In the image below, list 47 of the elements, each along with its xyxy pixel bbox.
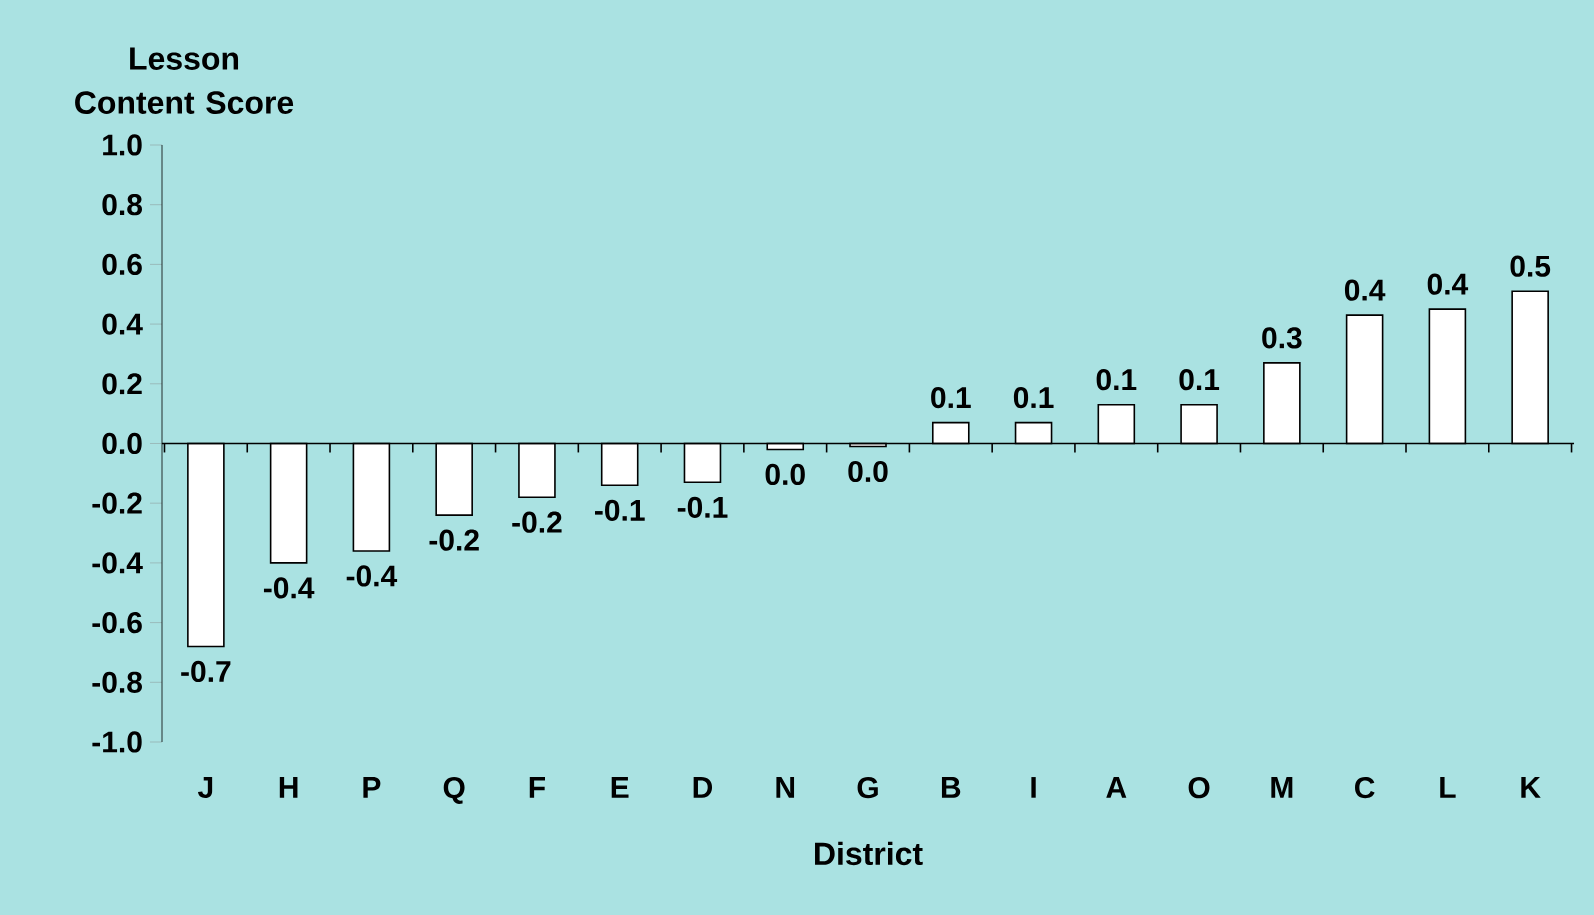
data-label: -0.2 <box>429 529 479 551</box>
x-tick-label: L <box>1440 777 1456 798</box>
x-tick-label: E <box>611 777 629 798</box>
data-label: 0.1 <box>1179 369 1220 391</box>
data-label: 0.1 <box>931 386 971 409</box>
x-tick-label: G <box>857 777 878 799</box>
data-label: 0.0 <box>765 463 805 486</box>
y-axis-title: Lesson Content Score <box>75 47 294 114</box>
x-tick-label: C <box>1355 777 1375 799</box>
y-tick-label: 0.0 <box>102 432 142 455</box>
data-label: -0.2 <box>512 511 562 533</box>
x-tick-label: I <box>1031 777 1036 798</box>
y-tick-label: 0.8 <box>102 194 142 216</box>
x-tick-label: D <box>693 777 713 798</box>
data-label: -0.1 <box>677 496 728 518</box>
data-label: -0.4 <box>263 577 315 599</box>
x-tick-label: F <box>529 777 545 798</box>
y-tick-label: 0.6 <box>102 253 142 276</box>
y-tick-label: 0.4 <box>102 313 143 335</box>
y-tick-label: -0.8 <box>92 671 142 693</box>
x-tick-label: Q <box>443 777 465 804</box>
x-tick-label: H <box>279 777 298 798</box>
data-label: -0.4 <box>346 565 398 587</box>
data-label: 0.4 <box>1344 279 1386 301</box>
data-label: 0.3 <box>1262 327 1302 349</box>
x-tick-label: N <box>776 777 795 798</box>
x-tick-label: M <box>1271 777 1293 798</box>
x-tick-label: P <box>363 777 381 798</box>
x-tick-label: O <box>1188 777 1210 799</box>
y-tick-label: 0.2 <box>102 373 142 395</box>
data-label: 0.5 <box>1510 255 1551 277</box>
x-tick-label: B <box>941 777 961 798</box>
x-tick-label: A <box>1106 777 1127 798</box>
y-tick-label: -0.2 <box>92 492 142 514</box>
data-label: -0.7 <box>181 660 231 683</box>
data-label: 0.1 <box>1096 369 1137 391</box>
y-tick-label: -0.4 <box>92 552 143 574</box>
data-label: 0.0 <box>848 460 888 483</box>
y-tick-label: 1.0 <box>103 134 142 156</box>
y-tick-label: -0.6 <box>92 611 142 634</box>
data-label: -0.1 <box>595 499 645 521</box>
data-label: 0.4 <box>1427 273 1469 295</box>
data-label: 0.1 <box>1013 386 1054 409</box>
x-tick-label: K <box>1521 777 1541 798</box>
y-tick-label: -1.0 <box>92 731 142 753</box>
x-axis-title: District <box>815 841 923 866</box>
x-tick-label: J <box>197 777 213 798</box>
